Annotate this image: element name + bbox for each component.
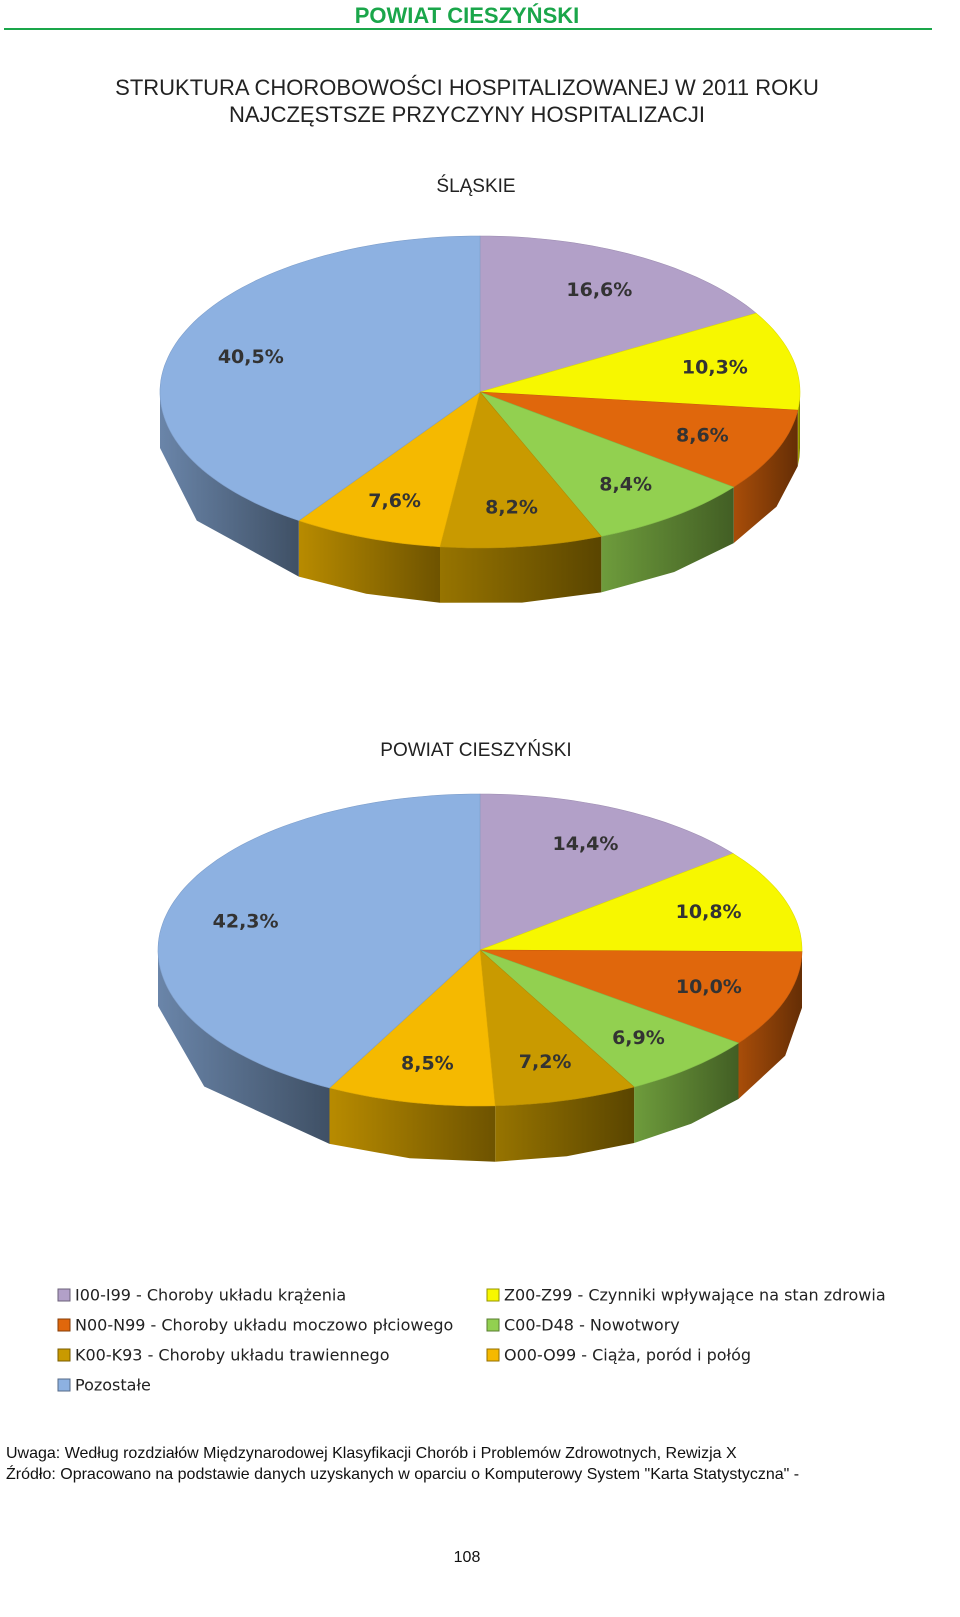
slice xyxy=(479,949,740,1088)
data-label: 8,6% xyxy=(676,425,729,447)
data-label: 8,2% xyxy=(485,496,538,518)
slice xyxy=(479,312,801,411)
slice-side xyxy=(329,1087,496,1162)
pie-chart: 14,4% 10,8% 10,0% 6,9% 7,2% 8,5% 42,3% xyxy=(157,793,803,1162)
pie-chart: 16,6% 10,3% 8,6% 8,4% 8,2% 7,6% 40,5% xyxy=(159,235,801,603)
legend-swatch xyxy=(57,1288,71,1302)
title-line: NAJCZĘSTSZE PRZYCZYNY HOSPITALIZACJI xyxy=(229,102,705,127)
legend-swatch xyxy=(57,1378,71,1392)
legend-label: K00-K93 - Choroby układu trawiennego xyxy=(75,1346,390,1365)
data-label: 7,6% xyxy=(368,490,421,512)
slice xyxy=(479,391,735,537)
data-label: 8,4% xyxy=(599,473,652,495)
header-title: POWIAT CIESZYŃSKI xyxy=(355,3,580,28)
legend-label: I00-I99 - Choroby układu krążenia xyxy=(75,1286,346,1305)
legend: I00-I99 - Choroby układu krążenia N00-N99… xyxy=(57,1286,886,1395)
slice xyxy=(298,391,481,548)
slice xyxy=(479,391,799,488)
slice-side xyxy=(634,1043,739,1143)
legend-swatch xyxy=(57,1318,71,1332)
legend-swatch xyxy=(486,1348,500,1362)
chart-title: POWIAT CIESZYŃSKI xyxy=(380,740,571,761)
slice xyxy=(479,949,635,1107)
legend-label: C00-D48 - Nowotwory xyxy=(504,1316,680,1335)
data-label: 10,0% xyxy=(676,976,742,998)
data-label: 10,3% xyxy=(682,356,748,378)
slice-side xyxy=(160,392,299,577)
legend-label: Z00-Z99 - Czynniki wpływające na stan zd… xyxy=(504,1286,886,1305)
slice xyxy=(157,793,481,1089)
data-label: 40,5% xyxy=(218,346,284,368)
legend-swatch xyxy=(486,1318,500,1332)
title-line: STRUKTURA CHOROBOWOŚCI HOSPITALIZOWANEJ … xyxy=(115,75,819,100)
slice xyxy=(439,391,602,549)
legend-swatch xyxy=(57,1348,71,1362)
slice xyxy=(479,853,803,953)
legend-label: Pozostałe xyxy=(75,1376,151,1395)
data-label: 8,5% xyxy=(401,1053,454,1075)
slice-side xyxy=(601,487,734,593)
legend-label: N00-N99 - Choroby układu moczowo płciowe… xyxy=(75,1316,453,1335)
slice xyxy=(479,793,734,951)
slice xyxy=(479,949,803,1044)
slice-side xyxy=(797,392,800,467)
slice-side xyxy=(733,410,798,544)
chart-title: ŚLĄSKIE xyxy=(436,175,515,197)
legend-label: O00-O99 - Ciąża, poród i połóg xyxy=(504,1346,751,1365)
data-label: 10,8% xyxy=(676,901,742,923)
data-label: 14,4% xyxy=(553,833,619,855)
slice-side xyxy=(738,951,802,1099)
slice-side xyxy=(298,520,440,603)
page-number: 108 xyxy=(454,1549,481,1566)
slice xyxy=(159,235,481,521)
data-label: 6,9% xyxy=(612,1027,665,1049)
slice-side xyxy=(440,536,602,603)
data-label: 42,3% xyxy=(213,910,279,932)
slice xyxy=(328,949,496,1107)
slice xyxy=(479,235,757,393)
legend-swatch xyxy=(486,1288,500,1302)
data-label: 16,6% xyxy=(566,279,632,301)
slice-side xyxy=(495,1087,635,1162)
slice-side xyxy=(158,950,330,1144)
data-label: 7,2% xyxy=(519,1051,572,1073)
note: Uwaga: Według rozdziałów Międzynarodowej… xyxy=(6,1445,737,1462)
note: Źródło: Opracowano na podstawie danych u… xyxy=(6,1464,799,1483)
